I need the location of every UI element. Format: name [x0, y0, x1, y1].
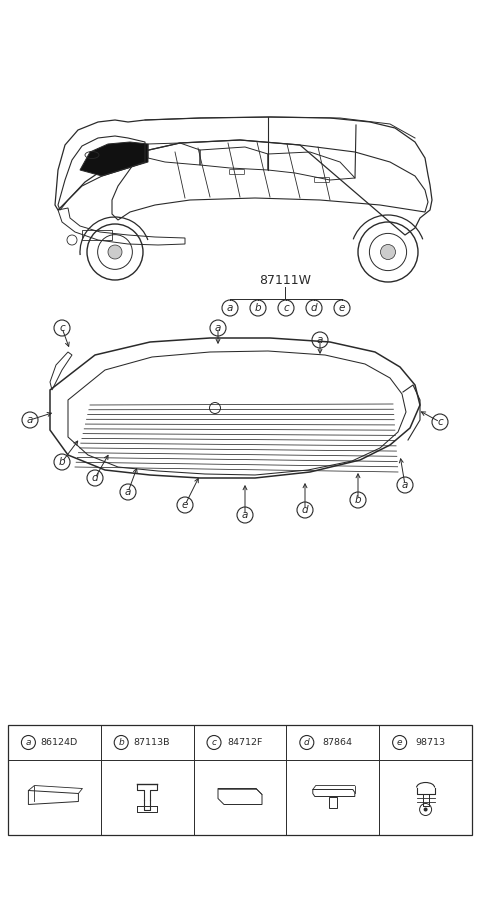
Text: 98713: 98713: [415, 738, 445, 747]
Text: d: d: [311, 303, 317, 313]
Text: a: a: [125, 487, 131, 497]
Text: d: d: [92, 473, 98, 483]
Text: c: c: [437, 417, 443, 427]
Text: a: a: [227, 303, 233, 313]
Text: b: b: [255, 303, 261, 313]
Text: e: e: [182, 500, 188, 510]
Text: 87111W: 87111W: [259, 274, 311, 286]
Text: d: d: [304, 738, 310, 747]
Text: a: a: [402, 480, 408, 490]
Text: e: e: [397, 738, 402, 747]
Text: c: c: [212, 738, 216, 747]
Text: b: b: [355, 495, 361, 505]
Text: b: b: [119, 738, 124, 747]
Text: a: a: [317, 335, 323, 345]
Text: a: a: [25, 738, 31, 747]
Circle shape: [108, 245, 122, 259]
Polygon shape: [80, 142, 148, 176]
Text: e: e: [339, 303, 345, 313]
Text: 86124D: 86124D: [40, 738, 78, 747]
Text: a: a: [215, 323, 221, 333]
Text: c: c: [59, 323, 65, 333]
Circle shape: [423, 807, 428, 812]
Text: a: a: [242, 510, 248, 520]
Text: 87113B: 87113B: [133, 738, 170, 747]
Text: c: c: [283, 303, 289, 313]
Text: 87864: 87864: [323, 738, 352, 747]
Text: a: a: [27, 415, 33, 425]
Text: b: b: [59, 457, 65, 467]
Text: d: d: [302, 505, 308, 515]
Circle shape: [381, 245, 396, 259]
Text: 84712F: 84712F: [227, 738, 263, 747]
